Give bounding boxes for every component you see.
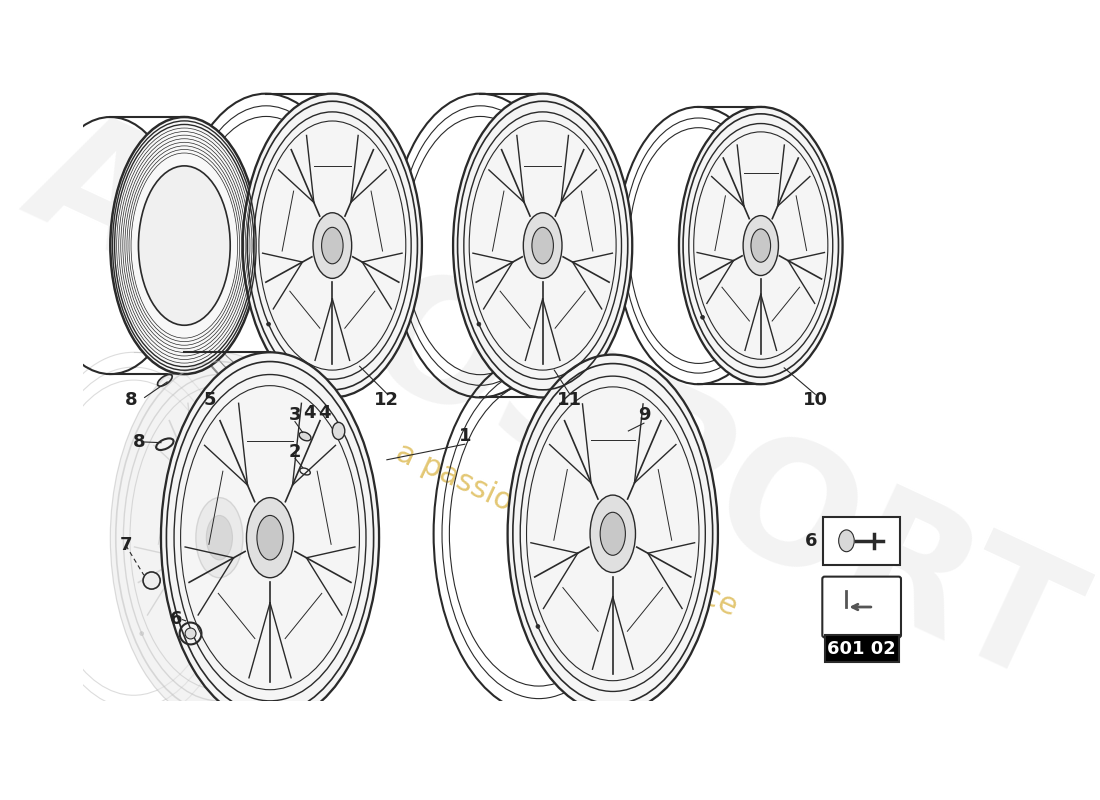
Text: 8: 8 [125,391,138,409]
Bar [825,635,899,662]
Ellipse shape [143,572,161,589]
Ellipse shape [536,625,540,629]
Ellipse shape [139,166,230,326]
Ellipse shape [321,227,343,264]
Text: AUTOSPORT: AUTOSPORT [2,92,1098,718]
Text: 5: 5 [204,391,217,409]
Ellipse shape [601,512,626,555]
FancyBboxPatch shape [823,517,900,565]
Text: 6: 6 [170,610,183,629]
Text: 12: 12 [374,391,399,409]
Ellipse shape [679,107,843,384]
Ellipse shape [590,495,636,573]
Ellipse shape [196,498,243,578]
Text: 9: 9 [638,406,650,424]
Text: 3: 3 [288,406,301,424]
Ellipse shape [161,352,380,723]
Ellipse shape [477,322,481,326]
Text: 4: 4 [302,404,316,422]
Ellipse shape [207,515,232,560]
Ellipse shape [453,94,632,398]
Text: 1: 1 [459,427,471,446]
Ellipse shape [507,354,718,713]
Text: 7: 7 [120,537,132,554]
Text: 10: 10 [803,391,828,409]
Text: 601 02: 601 02 [827,640,896,658]
FancyBboxPatch shape [823,577,901,638]
Ellipse shape [332,422,344,439]
Text: 4: 4 [318,404,331,422]
Ellipse shape [314,213,352,278]
Ellipse shape [140,632,144,635]
Ellipse shape [257,515,283,560]
Ellipse shape [744,216,779,275]
Ellipse shape [751,229,771,262]
Ellipse shape [266,322,271,326]
Text: a passion for parts since: a passion for parts since [390,438,741,622]
Ellipse shape [838,530,855,552]
Ellipse shape [701,315,704,319]
Ellipse shape [532,227,553,264]
Ellipse shape [243,94,422,398]
Ellipse shape [190,632,195,635]
Ellipse shape [110,352,329,723]
Ellipse shape [299,432,311,441]
Text: 6: 6 [804,532,817,550]
Ellipse shape [110,117,258,374]
Text: 2: 2 [288,443,301,461]
Ellipse shape [185,628,196,639]
Text: 11: 11 [558,391,582,409]
Ellipse shape [524,213,562,278]
Ellipse shape [246,498,294,578]
Text: 8: 8 [133,433,145,451]
